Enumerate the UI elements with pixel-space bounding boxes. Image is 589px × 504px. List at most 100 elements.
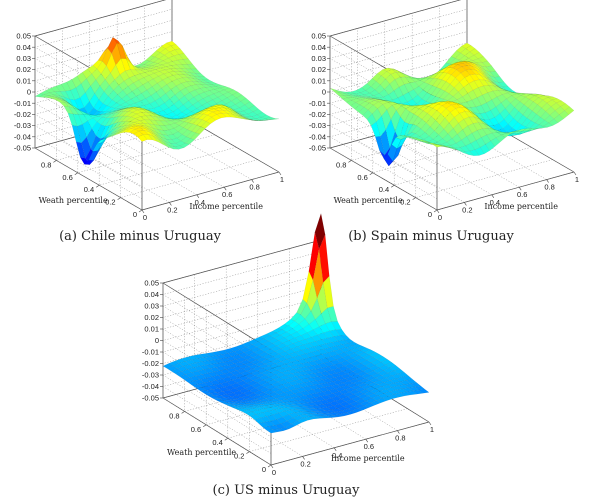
surface-cell <box>356 346 368 351</box>
z-tick-label: -0.02 <box>14 110 31 119</box>
surface-mesh <box>34 37 280 165</box>
z-tick-label: -0.05 <box>14 144 31 153</box>
surface-cell <box>207 81 218 85</box>
x-tick-label: 0 <box>438 213 442 222</box>
z-tick-label: 0 <box>322 88 326 97</box>
z-tick-label: -0.03 <box>14 121 31 130</box>
x-axis-ticks: 0 0.2 0.4 0.6 0.8 1 <box>141 171 284 222</box>
x-tick-label: 1 <box>430 425 434 434</box>
z-tick-label: 0.02 <box>16 65 31 74</box>
surface-cell <box>219 86 230 91</box>
z-tick-label: -0.01 <box>309 99 326 108</box>
x-tick-label: 0.2 <box>300 459 310 468</box>
x-tick-label: 0.2 <box>462 205 472 214</box>
surface-cell <box>269 118 280 120</box>
x-tick-label: 0.2 <box>167 205 177 214</box>
y-tick-label: 0.4 <box>379 185 389 194</box>
surface-cell <box>314 212 326 250</box>
surface-cell <box>199 76 210 81</box>
z-tick-label: 0 <box>155 336 159 345</box>
z-tick-label: -0.01 <box>14 99 31 108</box>
surface-cell <box>498 81 509 88</box>
surface-cell <box>418 389 430 394</box>
z-tick-label: -0.01 <box>142 348 159 357</box>
y-axis-ticks: 0 0.2 0.4 0.6 0.8 <box>41 160 143 219</box>
surface-cell <box>564 106 575 115</box>
surface-mesh <box>162 212 430 434</box>
z-tick-label: -0.05 <box>309 144 326 153</box>
z-axis-ticks: 0.05 0.04 0.03 0.02 0.01 0 -0.01 -0.02 -0.03 -0.0… <box>14 32 35 153</box>
z-tick-label: -0.04 <box>14 132 31 141</box>
x-tick-label: 0.6 <box>222 190 232 199</box>
panel-caption: (a) Chile minus Uruguay <box>59 229 222 244</box>
y-axis-label: Weath percentile <box>39 196 108 205</box>
z-tick-label: -0.02 <box>309 110 326 119</box>
z-tick-label: -0.03 <box>309 121 326 130</box>
z-tick-label: -0.04 <box>142 382 159 391</box>
z-tick-label: 0.03 <box>311 54 326 63</box>
y-tick-label: 0.8 <box>336 160 346 169</box>
surface-cell <box>170 44 181 50</box>
y-tick-label: 0.6 <box>191 425 201 434</box>
z-tick-label: -0.02 <box>142 359 159 368</box>
x-tick-label: 0.8 <box>395 434 405 443</box>
z-tick-label: 0.04 <box>16 43 31 52</box>
z-axis-ticks: 0.05 0.04 0.03 0.02 0.01 0 -0.01 -0.02 -0.03 -0.0… <box>142 279 163 403</box>
x-tick-label: 0.8 <box>544 183 554 192</box>
z-tick-label: 0.02 <box>144 313 159 322</box>
z-tick-label: 0.01 <box>16 76 31 85</box>
surface-cell <box>376 356 388 363</box>
x-tick-label: 0 <box>272 468 276 477</box>
surface-cell <box>381 359 392 366</box>
panel-b: 0.05 0.04 0.03 0.02 0.01 0 -0.01 -0.02 -0.03 -0.0… <box>309 0 579 244</box>
surface-cell <box>335 329 347 336</box>
x-tick-label: 0.4 <box>332 451 342 460</box>
z-tick-label: 0.02 <box>311 65 326 74</box>
surface-cell <box>410 382 421 388</box>
z-tick-label: 0 <box>27 88 31 97</box>
y-tick-label: 0 <box>428 210 432 219</box>
surface-cell <box>389 365 401 371</box>
x-axis-ticks: 0 0.2 0.4 0.6 0.8 1 <box>270 421 434 477</box>
y-tick-label: 0.8 <box>41 160 51 169</box>
surface-cell <box>372 353 384 360</box>
surface-cell <box>178 53 189 60</box>
panel-a: 0.05 0.04 0.03 0.02 0.01 0 -0.01 -0.02 -0.03 -0.0… <box>14 0 284 244</box>
z-tick-label: 0.01 <box>144 325 159 334</box>
z-tick-label: -0.04 <box>309 132 326 141</box>
z-tick-label: 0.04 <box>144 290 159 299</box>
panel-caption: (b) Spain minus Uruguay <box>348 229 514 244</box>
z-tick-label: -0.05 <box>142 394 159 403</box>
z-tick-label: 0.03 <box>144 302 159 311</box>
x-axis-label: Income percentile <box>484 202 558 211</box>
y-axis-ticks: 0 0.2 0.4 0.6 0.8 <box>336 160 438 219</box>
x-tick-label: 0.6 <box>364 442 374 451</box>
x-axis-label: Income percentile <box>331 454 405 463</box>
surface-cell <box>343 339 355 344</box>
x-tick-label: 1 <box>575 175 579 184</box>
x-tick-label: 0.4 <box>195 198 205 207</box>
x-tick-label: 1 <box>280 175 284 184</box>
surface-cell <box>323 275 334 309</box>
y-tick-label: 0.6 <box>357 173 367 182</box>
surface-cell <box>318 234 330 283</box>
x-axis-label: Income percentile <box>189 202 263 211</box>
z-tick-label: 0.05 <box>144 279 159 288</box>
panel-c: 0.05 0.04 0.03 0.02 0.01 0 -0.01 -0.02 -0.03 -0.0… <box>142 212 434 498</box>
z-tick-label: 0.05 <box>16 32 31 41</box>
y-axis-label: Weath percentile <box>334 196 403 205</box>
surface-cell <box>203 79 214 83</box>
surface-cell <box>236 94 247 102</box>
y-axis-label: Weath percentile <box>167 448 236 457</box>
z-axis-ticks: 0.05 0.04 0.03 0.02 0.01 0 -0.01 -0.02 -0.03 -0.0… <box>309 32 330 153</box>
surface-cell <box>385 362 397 368</box>
surface-mesh <box>329 42 575 167</box>
y-tick-label: 0 <box>133 210 137 219</box>
surface-cell <box>502 86 513 91</box>
panel-caption: (c) US minus Uruguay <box>213 483 361 498</box>
y-tick-label: 0.2 <box>105 198 115 207</box>
surface-cell <box>368 351 380 358</box>
surface-cell <box>248 105 259 113</box>
z-tick-label: 0.03 <box>16 54 31 63</box>
